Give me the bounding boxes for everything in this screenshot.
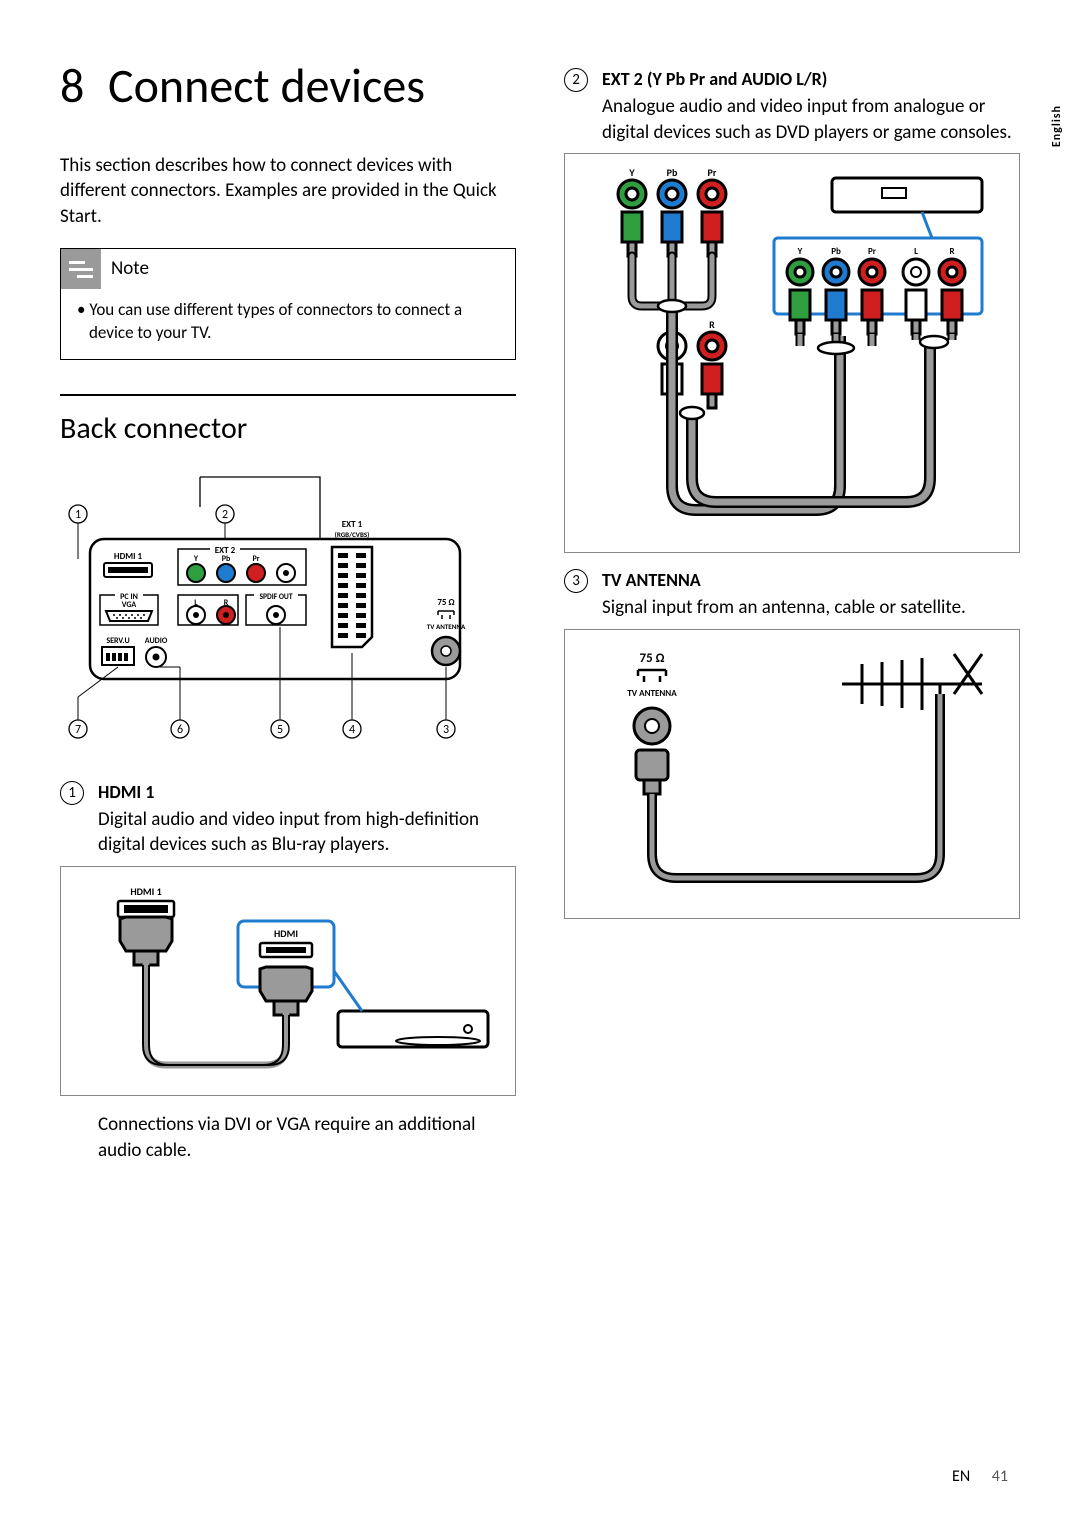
svg-text:Pb: Pb — [667, 166, 678, 179]
svg-text:7: 7 — [75, 723, 81, 737]
item-ext2: 2 EXT 2 (Y Pb Pr and AUDIO L/R) Analogue… — [564, 68, 1020, 145]
item-title-antenna: TV ANTENNA — [602, 569, 1020, 591]
svg-text:R: R — [949, 246, 954, 257]
svg-text:2: 2 — [222, 508, 228, 522]
svg-text:EXT 1: EXT 1 — [342, 519, 363, 530]
section-rule — [60, 394, 516, 396]
svg-text:1: 1 — [75, 508, 81, 522]
chapter-number: 8 — [60, 60, 108, 113]
item-antenna: 3 TV ANTENNA Signal input from an antenn… — [564, 569, 1020, 621]
svg-text:L: L — [914, 246, 918, 257]
item-number-1: 1 — [60, 781, 84, 805]
note-icon — [61, 249, 101, 289]
footer-lang: EN — [952, 1467, 970, 1486]
svg-text:VGA: VGA — [122, 600, 137, 610]
svg-text:Y: Y — [797, 246, 803, 257]
note-box: Note You can use different types of conn… — [60, 248, 516, 360]
svg-text:HDMI 1: HDMI 1 — [114, 551, 143, 562]
columns: 8Connect devices This section describes … — [60, 60, 1020, 1181]
svg-text:SPDIF OUT: SPDIF OUT — [259, 593, 292, 602]
item-title-ext2: EXT 2 (Y Pb Pr and AUDIO L/R) — [602, 68, 1020, 90]
svg-text:Pr: Pr — [708, 166, 717, 179]
item-desc-ext2: Analogue audio and video input from anal… — [602, 94, 1020, 145]
svg-text:Pr: Pr — [252, 554, 259, 564]
svg-text:TV ANTENNA: TV ANTENNA — [627, 688, 677, 699]
item-title-hdmi1: HDMI 1 — [98, 781, 516, 803]
chapter-title: Connect devices — [108, 56, 425, 115]
item-hdmi1: 1 HDMI 1 Digital audio and video input f… — [60, 781, 516, 858]
svg-text:Pb: Pb — [831, 246, 841, 257]
item-number-2: 2 — [564, 68, 588, 92]
language-tab: English — [1050, 105, 1064, 147]
note-label: Note — [111, 257, 149, 280]
svg-text:Y: Y — [628, 166, 635, 179]
item-desc-hdmi1: Digital audio and video input from high-… — [98, 807, 516, 858]
note-header: Note — [61, 249, 515, 289]
item-desc-antenna: Signal input from an antenna, cable or s… — [602, 595, 1020, 621]
svg-text:Y: Y — [193, 554, 199, 564]
page-footer: EN 41 — [952, 1467, 1008, 1486]
intro-paragraph: This section describes how to connect de… — [60, 153, 516, 230]
item-number-3: 3 — [564, 569, 588, 593]
svg-text:HDMI 1: HDMI 1 — [130, 885, 161, 898]
right-column: 2 EXT 2 (Y Pb Pr and AUDIO L/R) Analogue… — [564, 60, 1020, 1181]
svg-text:HDMI: HDMI — [274, 927, 298, 940]
svg-text:SERV.U: SERV.U — [106, 636, 129, 646]
svg-text:5: 5 — [277, 723, 283, 737]
chapter-heading: 8Connect devices — [60, 60, 516, 113]
page: English 8Connect devices This section de… — [0, 0, 1080, 1526]
svg-text:6: 6 — [177, 723, 183, 737]
item-bottom-hdmi1: Connections via DVI or VGA require an ad… — [98, 1112, 516, 1163]
svg-text:(RGB/CVBS): (RGB/CVBS) — [335, 530, 370, 539]
back-connector-diagram: 1 2 HDMI 1 — [60, 467, 516, 767]
svg-text:TV ANTENNA: TV ANTENNA — [427, 622, 466, 631]
svg-text:AUDIO: AUDIO — [145, 636, 168, 646]
svg-text:3: 3 — [443, 723, 449, 737]
svg-text:Pr: Pr — [868, 246, 877, 257]
ext2-diagram: Y Pb Pr L R — [564, 153, 1020, 553]
note-text: You can use different types of connector… — [61, 289, 515, 359]
left-column: 8Connect devices This section describes … — [60, 60, 516, 1181]
footer-page: 41 — [992, 1467, 1008, 1486]
svg-text:75 Ω: 75 Ω — [437, 597, 454, 608]
antenna-diagram: 75 Ω TV ANTENNA — [564, 629, 1020, 919]
hdmi-diagram: HDMI 1 HDMI — [60, 866, 516, 1096]
svg-text:R: R — [709, 318, 715, 331]
svg-text:75 Ω: 75 Ω — [640, 651, 665, 666]
section-title: Back connector — [60, 410, 516, 447]
svg-text:Pb: Pb — [222, 554, 231, 564]
svg-text:4: 4 — [349, 723, 355, 737]
